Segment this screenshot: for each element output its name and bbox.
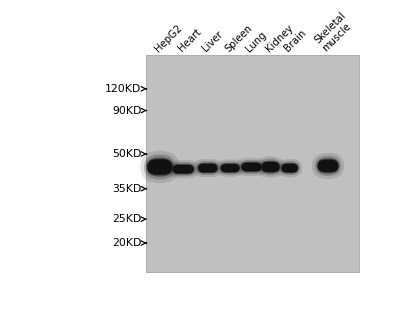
- FancyBboxPatch shape: [281, 163, 299, 173]
- FancyBboxPatch shape: [173, 165, 194, 173]
- FancyBboxPatch shape: [318, 160, 338, 172]
- FancyBboxPatch shape: [242, 163, 261, 171]
- FancyBboxPatch shape: [197, 163, 218, 173]
- FancyBboxPatch shape: [277, 159, 303, 177]
- FancyBboxPatch shape: [220, 163, 240, 173]
- FancyBboxPatch shape: [198, 164, 217, 172]
- FancyBboxPatch shape: [262, 162, 279, 172]
- FancyBboxPatch shape: [147, 160, 172, 174]
- Text: 25KD: 25KD: [112, 214, 141, 224]
- Text: Kidney: Kidney: [263, 23, 295, 54]
- FancyBboxPatch shape: [173, 165, 194, 174]
- Text: 20KD: 20KD: [112, 238, 141, 248]
- Text: Brain: Brain: [283, 28, 308, 54]
- FancyBboxPatch shape: [221, 164, 240, 172]
- Text: Heart: Heart: [176, 27, 203, 54]
- FancyBboxPatch shape: [167, 160, 200, 178]
- FancyBboxPatch shape: [147, 159, 173, 175]
- FancyBboxPatch shape: [198, 164, 217, 173]
- FancyBboxPatch shape: [236, 158, 267, 176]
- FancyBboxPatch shape: [216, 159, 244, 177]
- FancyBboxPatch shape: [261, 161, 280, 173]
- FancyBboxPatch shape: [193, 159, 223, 177]
- FancyBboxPatch shape: [282, 164, 298, 173]
- Text: 35KD: 35KD: [112, 184, 141, 194]
- FancyBboxPatch shape: [261, 162, 280, 172]
- FancyBboxPatch shape: [317, 158, 339, 174]
- FancyBboxPatch shape: [241, 162, 262, 172]
- Text: Skeletal
muscle: Skeletal muscle: [313, 10, 356, 54]
- FancyBboxPatch shape: [218, 161, 242, 175]
- FancyBboxPatch shape: [146, 158, 174, 177]
- FancyBboxPatch shape: [239, 160, 264, 174]
- FancyBboxPatch shape: [172, 164, 195, 175]
- FancyBboxPatch shape: [318, 159, 339, 172]
- Text: 120KD: 120KD: [105, 84, 141, 94]
- FancyBboxPatch shape: [144, 154, 176, 179]
- FancyBboxPatch shape: [140, 151, 179, 183]
- FancyBboxPatch shape: [259, 159, 282, 175]
- FancyBboxPatch shape: [242, 163, 261, 171]
- Text: 90KD: 90KD: [112, 106, 141, 115]
- Bar: [146, 55, 359, 272]
- Text: 50KD: 50KD: [112, 149, 141, 159]
- FancyBboxPatch shape: [315, 156, 341, 176]
- Text: Liver: Liver: [201, 29, 225, 54]
- FancyBboxPatch shape: [221, 164, 239, 172]
- FancyBboxPatch shape: [170, 162, 196, 176]
- Text: Lung: Lung: [244, 29, 269, 54]
- FancyBboxPatch shape: [257, 156, 284, 178]
- FancyBboxPatch shape: [312, 153, 344, 179]
- FancyBboxPatch shape: [196, 161, 220, 175]
- Text: HepG2: HepG2: [153, 23, 184, 54]
- FancyBboxPatch shape: [279, 161, 300, 175]
- Text: Spleen: Spleen: [223, 23, 254, 54]
- FancyBboxPatch shape: [282, 164, 298, 172]
